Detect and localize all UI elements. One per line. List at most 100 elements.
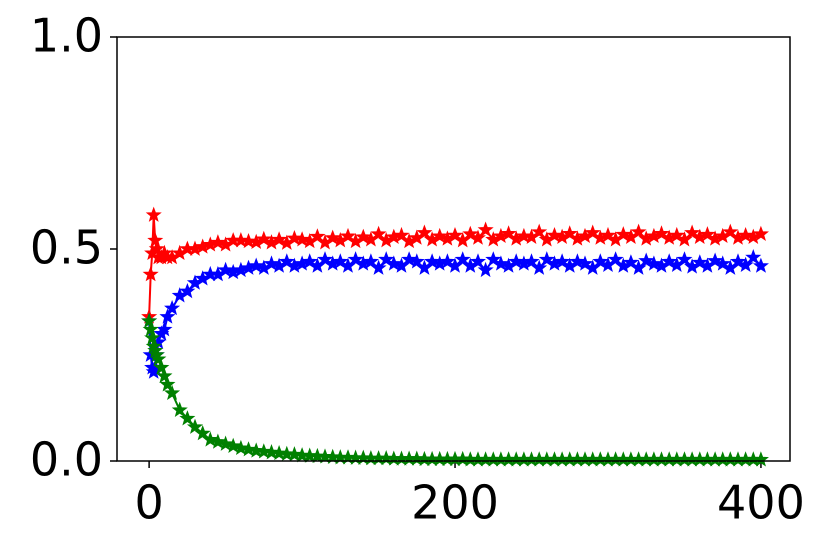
star-marker <box>232 232 249 248</box>
star-marker <box>286 446 303 462</box>
star-marker <box>286 229 303 246</box>
star-marker <box>225 437 242 453</box>
star-marker <box>599 226 616 243</box>
plot-frame <box>116 36 791 462</box>
star-marker <box>217 261 234 278</box>
star-marker <box>431 227 448 244</box>
star-marker <box>186 418 204 434</box>
star-marker <box>271 231 288 247</box>
star-marker <box>255 443 272 459</box>
star-marker <box>156 367 173 384</box>
star-marker <box>159 376 176 392</box>
star-marker <box>148 240 165 256</box>
star-marker <box>194 424 211 441</box>
star-marker <box>477 221 494 237</box>
star-marker <box>309 228 326 244</box>
star-marker <box>653 225 670 241</box>
star-marker <box>538 251 555 267</box>
x-tick-label: 200 <box>411 476 499 530</box>
star-marker <box>142 265 159 282</box>
star-marker <box>332 253 349 269</box>
series-line <box>148 256 762 376</box>
star-marker <box>699 226 716 242</box>
star-marker <box>217 435 234 451</box>
star-marker <box>271 444 288 461</box>
star-marker <box>362 253 379 269</box>
star-marker <box>577 255 594 271</box>
star-marker <box>584 224 601 240</box>
star-marker <box>500 225 517 241</box>
star-marker <box>339 227 356 244</box>
star-marker <box>508 253 525 269</box>
star-marker <box>378 251 395 267</box>
star-marker <box>248 257 265 273</box>
star-marker <box>142 321 159 337</box>
star-marker <box>691 254 708 270</box>
star-marker <box>401 251 418 267</box>
star-marker <box>707 252 724 268</box>
star-marker <box>752 257 769 273</box>
star-marker <box>424 253 441 269</box>
star-marker <box>684 224 701 240</box>
star-marker <box>153 359 170 375</box>
star-marker <box>745 249 762 265</box>
star-marker <box>164 384 181 400</box>
star-marker <box>179 282 196 299</box>
star-marker <box>370 225 387 241</box>
star-marker <box>561 225 578 241</box>
star-marker <box>209 234 226 250</box>
star-marker <box>531 259 548 275</box>
star-marker <box>737 256 754 272</box>
x-tick-label: 0 <box>134 476 163 530</box>
star-marker <box>370 259 387 275</box>
star-marker <box>156 321 173 337</box>
star-marker <box>485 251 502 267</box>
star-marker <box>462 225 479 241</box>
star-marker <box>202 431 219 447</box>
star-marker <box>714 255 731 271</box>
star-marker <box>722 223 739 239</box>
star-marker <box>385 255 402 271</box>
y-tick-label: 0.5 <box>30 221 103 275</box>
star-marker <box>661 253 678 269</box>
star-marker <box>150 350 167 367</box>
series-line <box>148 320 761 461</box>
star-marker <box>676 251 693 267</box>
star-marker <box>347 251 364 267</box>
star-marker <box>729 253 747 269</box>
star-marker <box>630 223 647 239</box>
star-marker <box>416 224 433 240</box>
star-marker <box>592 253 609 269</box>
star-marker <box>645 255 662 271</box>
star-marker <box>492 255 509 271</box>
star-marker <box>159 308 176 324</box>
star-marker <box>607 251 624 267</box>
star-marker <box>179 410 196 426</box>
star-marker <box>668 226 685 243</box>
star-marker <box>171 401 188 417</box>
star-marker <box>454 251 471 267</box>
star-marker <box>752 451 769 467</box>
star-marker <box>240 232 257 249</box>
star-marker <box>638 252 655 268</box>
star-marker <box>531 223 548 239</box>
star-marker <box>408 253 425 269</box>
star-marker <box>263 255 280 271</box>
star-marker <box>141 312 158 328</box>
star-marker <box>523 253 540 269</box>
star-marker <box>324 229 341 245</box>
star-marker <box>147 232 164 248</box>
star-marker <box>301 253 318 269</box>
star-marker <box>232 439 249 456</box>
star-marker <box>294 231 311 247</box>
star-marker <box>317 251 334 267</box>
star-marker <box>164 299 181 316</box>
star-marker <box>240 441 257 457</box>
star-marker <box>278 253 295 269</box>
star-marker <box>554 253 571 269</box>
star-marker <box>752 225 769 241</box>
star-marker <box>209 433 226 449</box>
star-marker <box>469 229 486 245</box>
star-marker <box>469 253 486 269</box>
